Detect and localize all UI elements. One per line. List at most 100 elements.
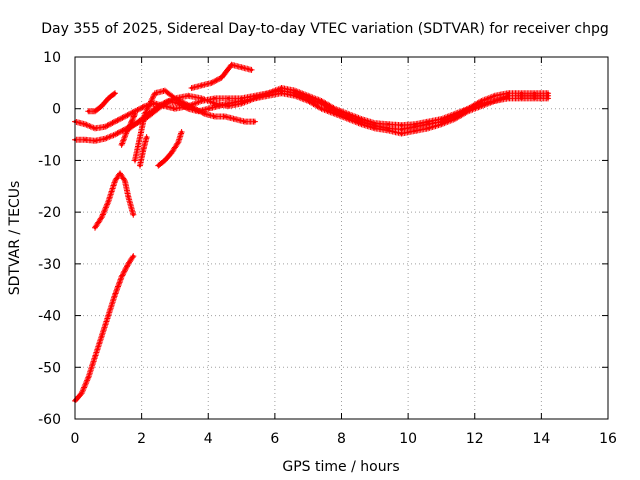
point-markers (155, 128, 185, 169)
y-tick-label: -60 (38, 412, 61, 428)
series-track-k (155, 128, 185, 169)
data-point (333, 112, 337, 116)
x-tick-label: 0 (71, 431, 80, 447)
data-point (320, 99, 324, 103)
data-point (123, 179, 127, 183)
data-point (93, 126, 97, 130)
data-point (123, 114, 127, 118)
data-point (106, 314, 110, 318)
data-point (223, 114, 227, 118)
data-point (346, 117, 350, 121)
x-tick-label: 14 (532, 431, 550, 447)
plot-frame (74, 56, 609, 420)
data-point (83, 122, 87, 126)
data-point (210, 81, 214, 85)
series-track-h (72, 253, 137, 404)
data-point (180, 130, 184, 134)
data-point (113, 120, 117, 124)
data-point (479, 104, 483, 108)
data-point (216, 104, 220, 108)
data-point (176, 140, 180, 144)
data-point (133, 158, 137, 162)
point-markers (92, 170, 137, 231)
data-point (220, 76, 224, 80)
data-point (533, 91, 537, 95)
data-point (506, 91, 510, 95)
data-point (373, 126, 377, 130)
data-point (190, 86, 194, 90)
data-point (186, 94, 190, 98)
series-track-j (137, 134, 150, 169)
data-point (439, 122, 443, 126)
data-point (143, 112, 147, 116)
data-point (93, 355, 97, 359)
data-point (118, 171, 122, 175)
data-point (113, 293, 117, 297)
data-point (386, 122, 390, 126)
x-tick-label: 4 (204, 431, 213, 447)
data-point (466, 107, 470, 111)
data-point (100, 215, 104, 219)
data-point (173, 107, 177, 111)
data-point (131, 213, 135, 217)
data-point (230, 63, 234, 67)
data-point (113, 179, 117, 183)
data-point (453, 117, 457, 121)
data-point (163, 89, 167, 93)
x-tick-label: 16 (599, 431, 617, 447)
y-tick-label: -40 (38, 309, 61, 325)
data-point (83, 138, 87, 142)
data-point (141, 148, 145, 152)
data-point (126, 195, 130, 199)
data-point (125, 130, 129, 134)
data-point (233, 117, 237, 121)
data-point (346, 112, 350, 116)
data-point (359, 117, 363, 121)
data-point (453, 112, 457, 116)
data-point (170, 151, 174, 155)
data-point (493, 99, 497, 103)
data-point (359, 122, 363, 126)
data-point (399, 123, 403, 127)
data-point (306, 94, 310, 98)
y-tick-label: -20 (38, 205, 61, 221)
point-markers (72, 253, 137, 404)
data-point (86, 376, 90, 380)
series-track-i (118, 110, 138, 148)
series-track-e (188, 61, 255, 91)
data-point (253, 120, 257, 124)
data-point (519, 91, 523, 95)
x-tick-label: 10 (399, 431, 417, 447)
data-point (100, 334, 104, 338)
y-tick-label: -10 (38, 153, 61, 169)
data-point (493, 94, 497, 98)
data-point (306, 99, 310, 103)
data-point (146, 112, 150, 116)
data-point (113, 133, 117, 137)
data-point (413, 122, 417, 126)
point-markers (85, 90, 118, 115)
data-point (113, 91, 117, 95)
data-point (106, 200, 110, 204)
data-point (183, 102, 187, 106)
data-point (93, 139, 97, 143)
axis-ticks: 0 2 4 6 8 10 12 14 16 -60 -50 -40 -30 -20 -10 0 10 (38, 50, 617, 447)
data-point (203, 112, 207, 116)
x-tick-label: 6 (270, 431, 279, 447)
data-point (413, 129, 417, 133)
y-tick-label: 10 (43, 50, 61, 66)
data-point (173, 96, 177, 100)
data-point (250, 68, 254, 72)
data-point (206, 107, 210, 111)
data-point (226, 102, 230, 106)
chart-title: Day 355 of 2025, Sidereal Day-to-day VTE… (41, 21, 609, 37)
data-point (266, 91, 270, 95)
data-point (373, 121, 377, 125)
data-point (426, 120, 430, 124)
y-tick-label: 0 (52, 102, 61, 118)
data-point (126, 262, 130, 266)
data-point (200, 96, 204, 100)
x-axis-label: GPS time / hours (282, 459, 399, 475)
data-point (93, 109, 97, 113)
series-track-d (132, 87, 258, 164)
